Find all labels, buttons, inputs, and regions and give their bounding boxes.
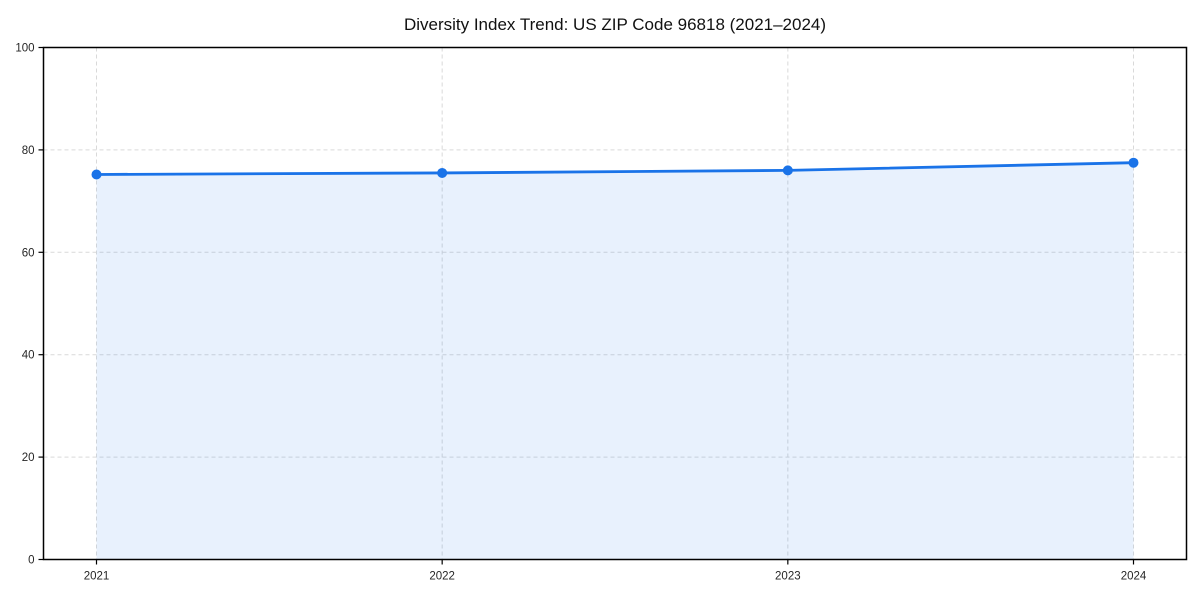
- x-tick-label: 2023: [775, 571, 801, 583]
- axes-frame: [42, 46, 1188, 561]
- tick-marks: [38, 46, 1135, 565]
- y-tick-label: 40: [22, 350, 35, 362]
- gridlines: [43, 47, 1187, 560]
- trend-line: [95, 161, 1135, 176]
- x-tick-label: 2021: [84, 571, 110, 583]
- y-tick-label: 0: [28, 555, 34, 567]
- area-fill-shape: [96, 162, 1134, 560]
- data-point: [1128, 157, 1139, 168]
- plot-frame: [42, 46, 1188, 561]
- y-tick-label: 20: [22, 452, 35, 464]
- y-tick-label: 80: [22, 145, 35, 157]
- x-tick-label: 2022: [429, 571, 455, 583]
- chart-title: Diversity Index Trend: US ZIP Code 96818…: [404, 15, 826, 34]
- y-tick-label: 60: [22, 247, 35, 259]
- tick-labels: 0 20 40 60 80 100 2021 2022 2023 2024: [15, 43, 1147, 583]
- data-point: [91, 169, 102, 180]
- x-tick-label: 2024: [1121, 571, 1147, 583]
- trend-line-path: [95, 161, 1135, 176]
- data-point-markers: [91, 157, 1139, 180]
- y-tick-label: 100: [15, 43, 34, 55]
- data-point: [782, 165, 793, 176]
- area-fill: [96, 162, 1134, 560]
- data-point: [437, 167, 448, 178]
